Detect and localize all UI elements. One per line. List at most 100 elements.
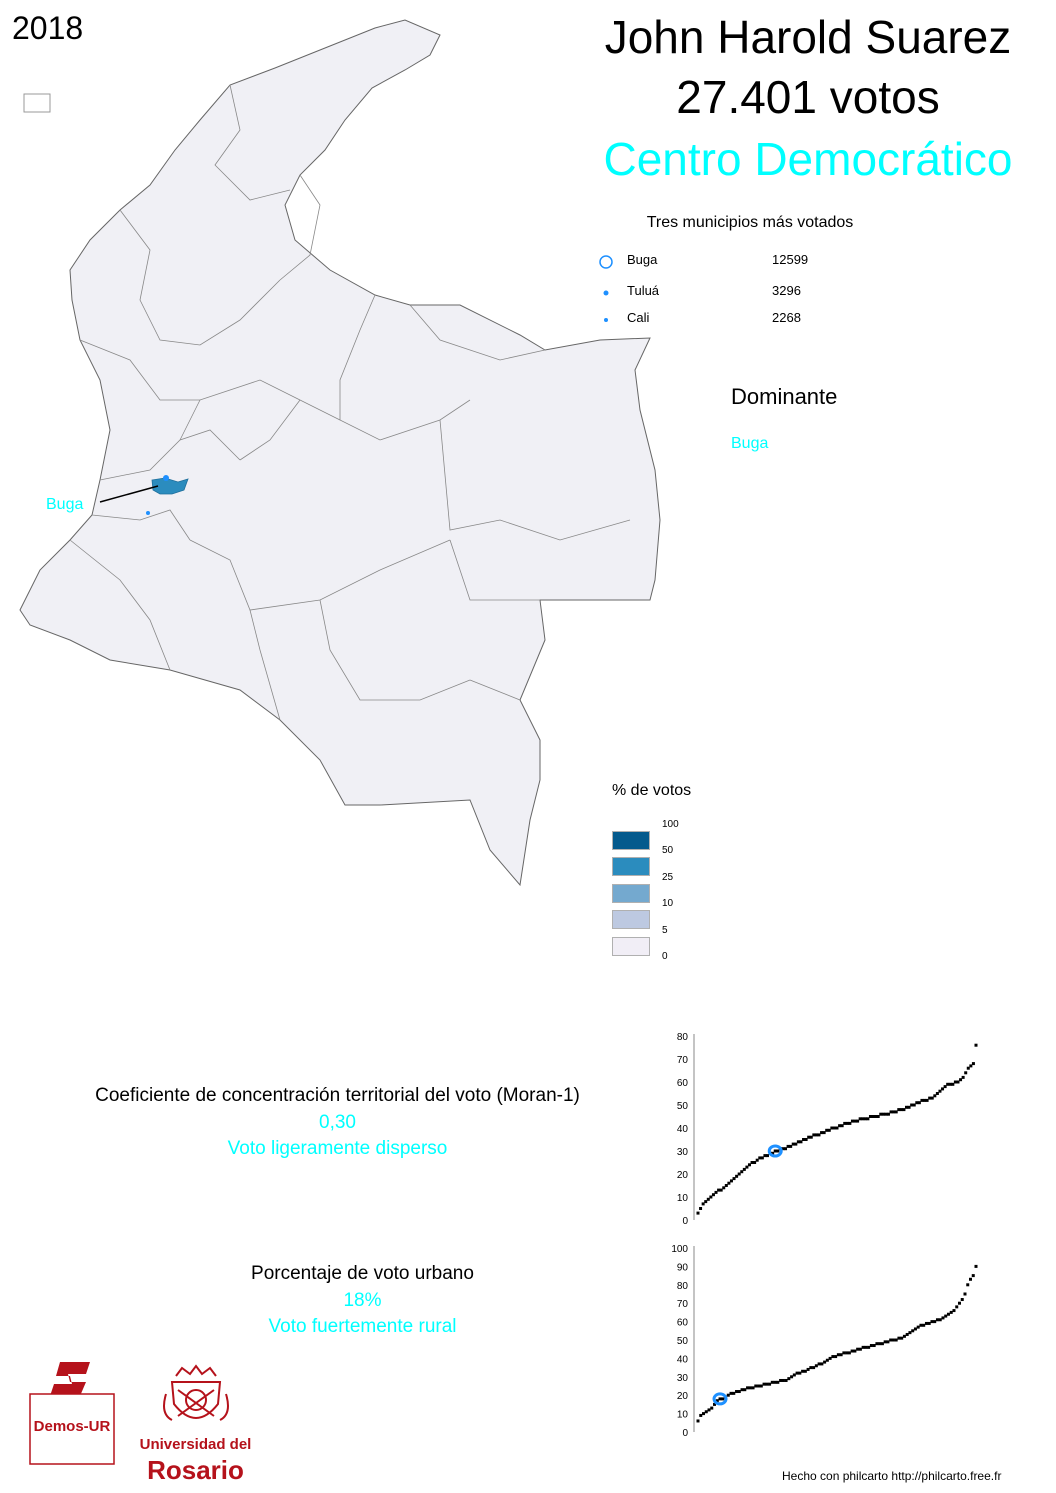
data-point <box>804 1138 808 1141</box>
data-point <box>861 1345 865 1349</box>
buga-leader-line <box>99 485 159 503</box>
data-point <box>916 1325 920 1329</box>
data-point <box>724 1184 728 1187</box>
urban-description: Voto fuertemente rural <box>268 1316 457 1337</box>
data-point <box>709 1195 713 1199</box>
data-point <box>850 1119 854 1123</box>
data-point <box>732 1177 736 1181</box>
top-municipality-row: Buga 12599 <box>596 250 856 270</box>
data-point <box>933 1320 937 1324</box>
demos-ur-text: Demos-UR <box>33 1418 111 1435</box>
data-point <box>952 1309 956 1313</box>
data-point <box>765 1382 769 1386</box>
data-point <box>867 1345 871 1349</box>
data-point <box>935 1092 939 1095</box>
data-point <box>884 1112 888 1116</box>
data-point <box>726 1393 730 1397</box>
data-point <box>876 1115 880 1118</box>
data-point <box>963 1292 967 1296</box>
data-point <box>853 1119 857 1123</box>
y-tick-label: 90 <box>677 1262 689 1273</box>
cali-dot <box>146 511 150 515</box>
tulua-dot <box>163 475 169 481</box>
data-point <box>745 1165 749 1169</box>
data-point <box>721 1397 725 1401</box>
data-point <box>907 1105 911 1109</box>
data-point <box>710 1406 714 1410</box>
data-point <box>781 1378 785 1382</box>
data-point <box>953 1080 957 1084</box>
data-point <box>834 1355 838 1359</box>
data-point <box>784 1378 788 1382</box>
data-point <box>944 1314 948 1318</box>
data-point <box>737 1172 741 1176</box>
y-tick-label: 60 <box>677 1078 689 1089</box>
party-name: Centro Democrático <box>603 133 1013 185</box>
data-point <box>925 1098 929 1102</box>
data-point <box>874 1115 878 1118</box>
data-point <box>880 1342 884 1346</box>
data-point <box>727 1181 731 1185</box>
data-point <box>881 1112 885 1116</box>
data-point <box>758 1156 762 1160</box>
data-point <box>878 1342 882 1346</box>
urban-label: Porcentaje de voto urbano <box>251 1263 474 1284</box>
data-point <box>902 1108 906 1112</box>
data-point <box>832 1126 836 1130</box>
data-point <box>773 1149 777 1153</box>
data-point <box>823 1360 827 1364</box>
data-point <box>869 1344 873 1348</box>
legend-title: % de votos <box>612 782 692 799</box>
y-tick-label: 20 <box>677 1391 689 1402</box>
data-point <box>803 1369 807 1373</box>
moran-label: Coeficiente de concentración territorial… <box>95 1085 580 1106</box>
legend-label: 10 <box>662 898 674 909</box>
data-point <box>899 1108 903 1112</box>
data-point <box>961 1075 965 1079</box>
data-point <box>856 1347 860 1351</box>
data-point <box>850 1349 854 1353</box>
rosario-crest-icon <box>163 1364 229 1421</box>
department-borders <box>69 84 631 721</box>
data-point <box>902 1334 906 1338</box>
data-point <box>743 1388 747 1392</box>
data-point <box>802 1138 806 1141</box>
footer-credit: Hecho con philcarto http://philcarto.fre… <box>782 1469 1002 1483</box>
legend-swatch <box>612 937 650 956</box>
municipality-votes: 3296 <box>772 283 801 298</box>
data-point <box>886 1340 890 1344</box>
y-tick-label: 80 <box>677 1032 689 1043</box>
data-point <box>770 1380 774 1384</box>
data-point <box>917 1101 921 1105</box>
data-point <box>969 1064 973 1068</box>
top-municipality-row: Tuluá 3296 <box>596 281 856 301</box>
y-tick-label: 50 <box>677 1336 689 1347</box>
data-point <box>729 1391 733 1395</box>
data-point <box>853 1349 857 1353</box>
data-point <box>820 1362 824 1366</box>
data-point <box>740 1388 744 1392</box>
data-point <box>714 1190 718 1194</box>
data-point <box>879 1112 883 1116</box>
data-point <box>933 1094 937 1098</box>
data-point <box>959 1078 963 1082</box>
legend-swatch <box>612 910 650 929</box>
data-point <box>699 1413 703 1417</box>
data-point <box>840 1124 844 1128</box>
data-point <box>892 1110 896 1114</box>
y-tick-label: 70 <box>677 1055 689 1066</box>
y-tick-label: 10 <box>677 1193 689 1204</box>
y-tick-label: 70 <box>677 1299 689 1310</box>
data-point <box>814 1364 818 1368</box>
data-point <box>779 1378 783 1382</box>
data-point <box>776 1149 780 1153</box>
data-point <box>750 1161 754 1164</box>
legend-label: 50 <box>662 845 674 856</box>
data-point <box>696 1419 700 1423</box>
legend-label: 0 <box>662 951 668 962</box>
data-point <box>935 1318 939 1322</box>
data-point <box>790 1375 794 1379</box>
data-point <box>905 1105 908 1109</box>
data-point <box>699 1207 703 1210</box>
data-point <box>960 1298 964 1302</box>
